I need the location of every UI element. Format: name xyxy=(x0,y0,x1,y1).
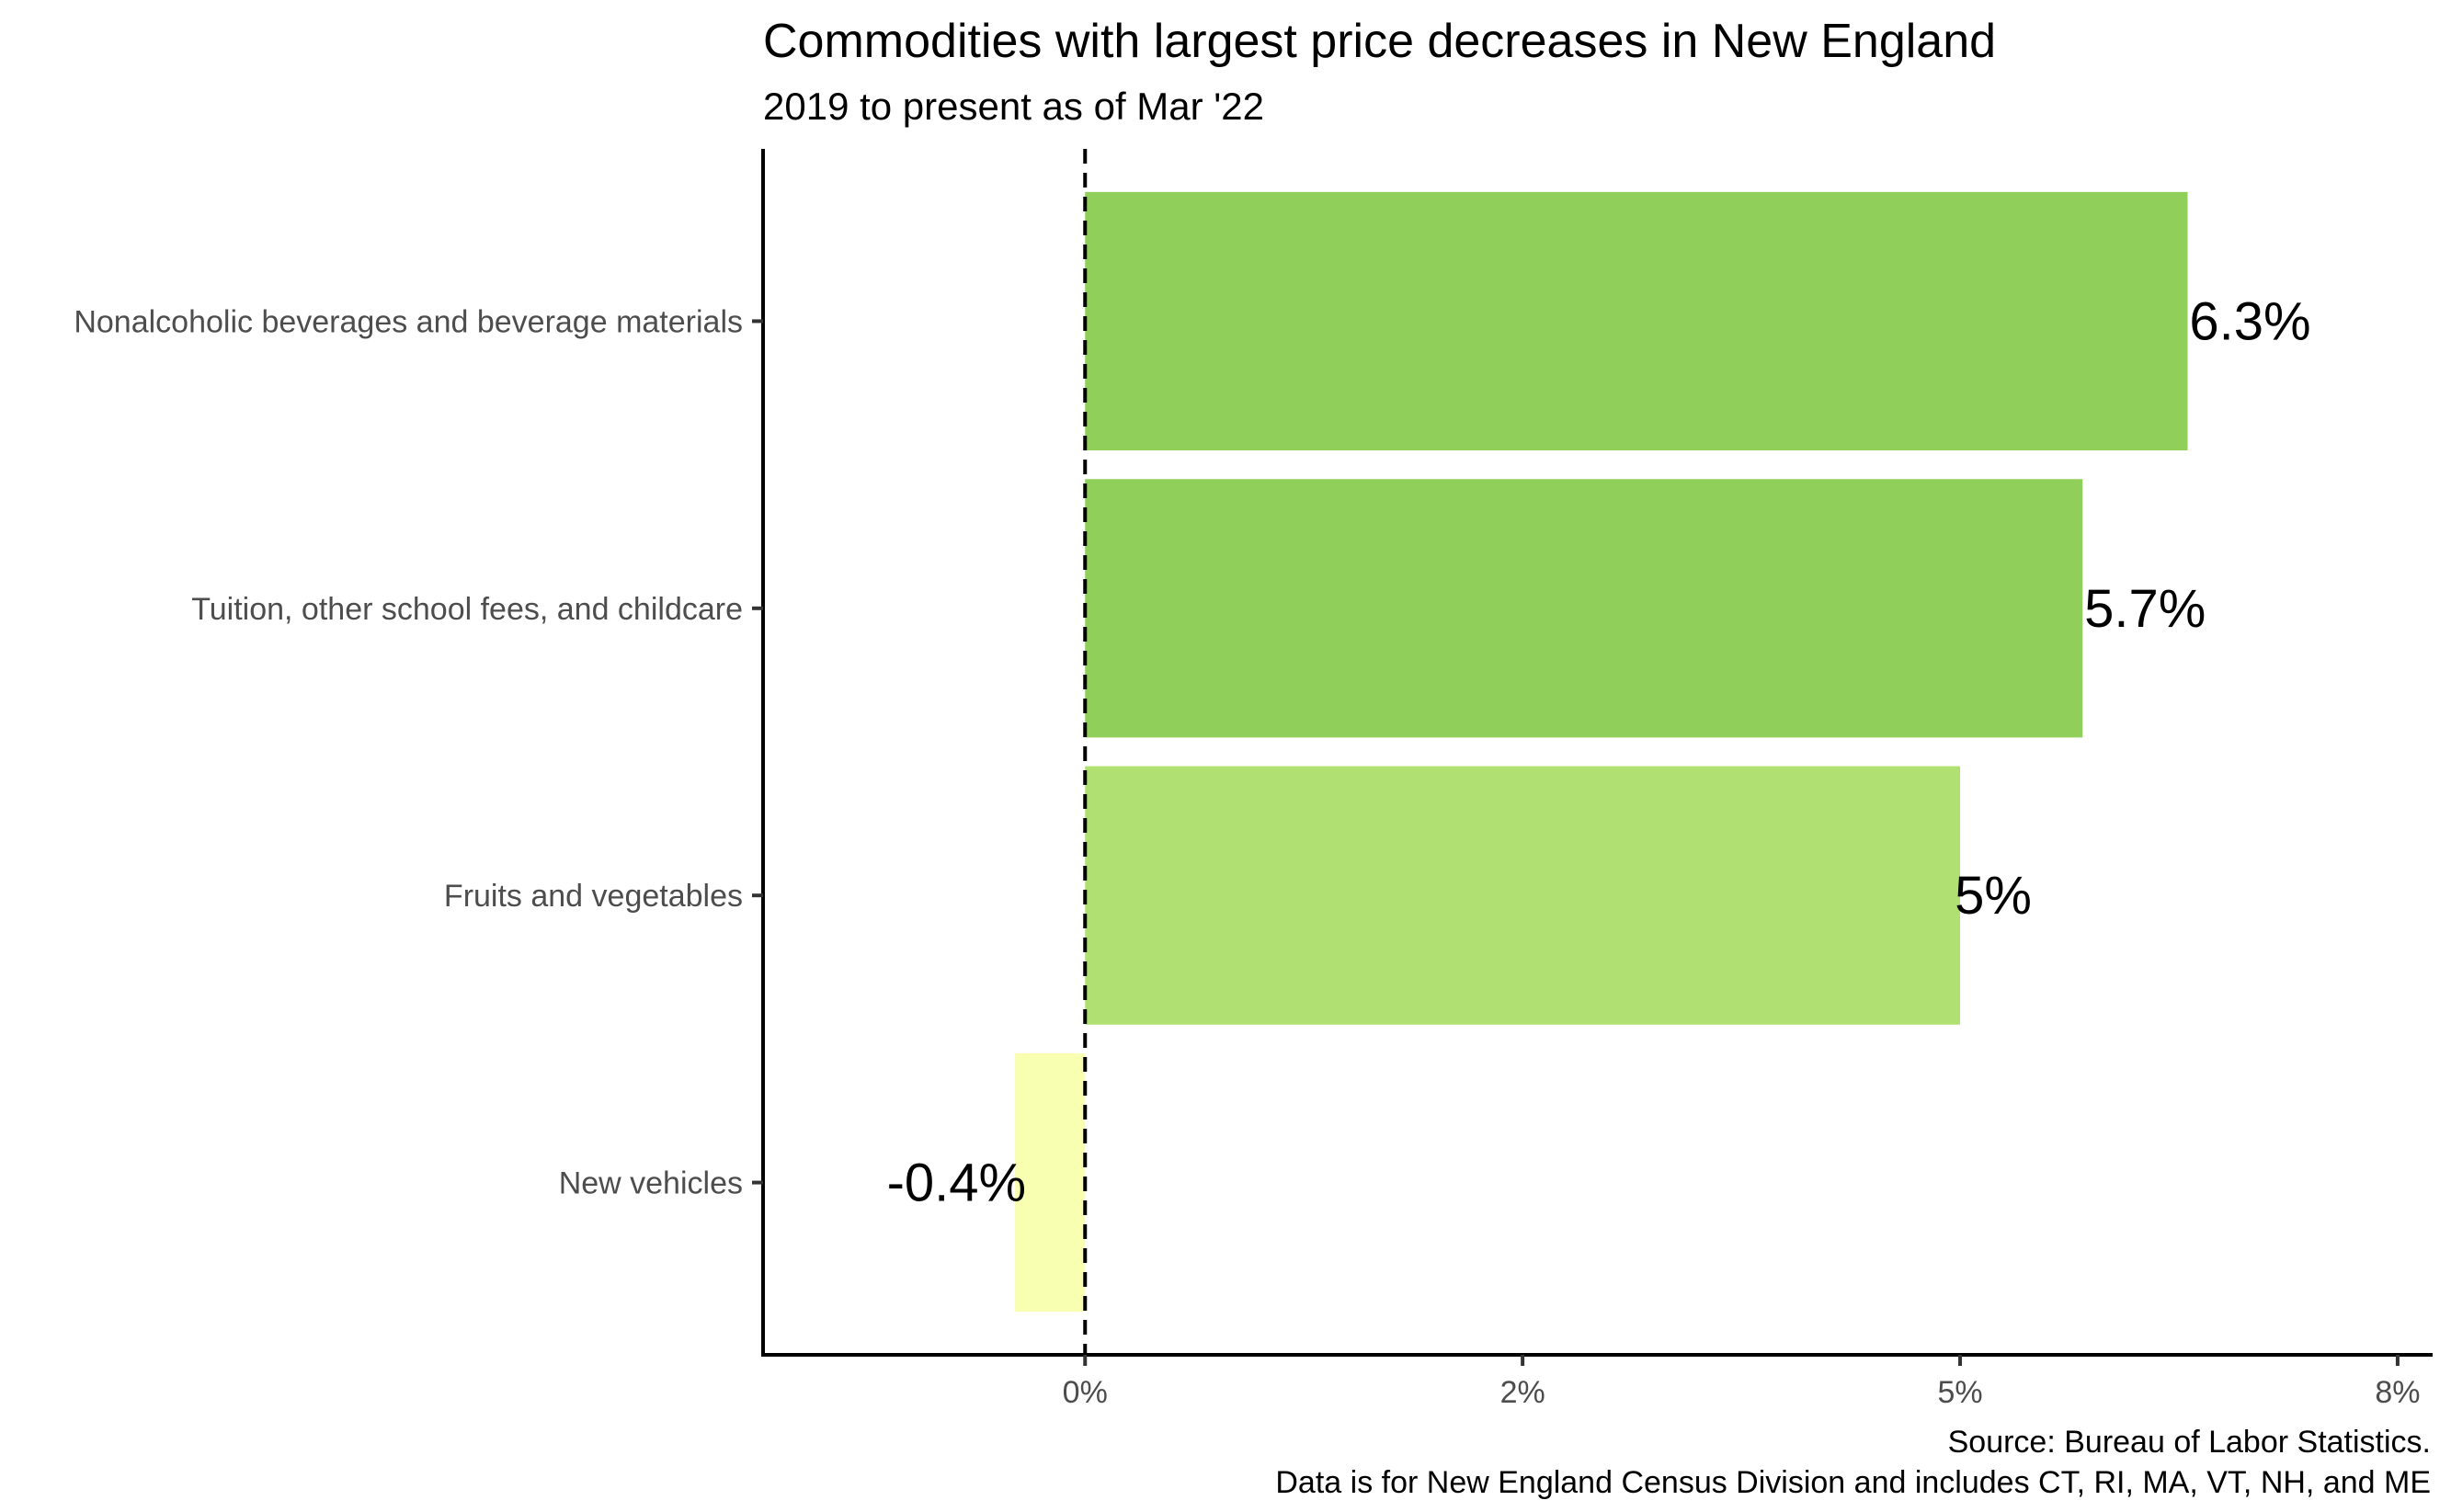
data-label: 5% xyxy=(1955,866,2032,926)
bar xyxy=(1015,1053,1086,1313)
x-tick-label: 8% xyxy=(2375,1375,2420,1410)
x-tick-label: 2% xyxy=(1500,1375,1545,1410)
x-ticks-group: 0% 2% 5% 8% xyxy=(1063,1355,2420,1410)
bar xyxy=(1085,479,2083,738)
category-label: Tuition, other school fees, and childcar… xyxy=(191,592,743,627)
data-label: 5.7% xyxy=(2084,579,2206,639)
category-label: Fruits and vegetables xyxy=(444,879,743,914)
data-label: 6.3% xyxy=(2189,291,2310,351)
category-labels-group: Nonalcoholic beverages and beverage mate… xyxy=(74,304,763,1201)
data-label: -0.4% xyxy=(887,1154,1027,1213)
caption-source: Source: Bureau of Labor Statistics. xyxy=(1948,1425,2431,1460)
chart-subtitle: 2019 to present as of Mar '22 xyxy=(763,85,1264,128)
bar xyxy=(1085,191,2188,450)
x-tick-label: 0% xyxy=(1063,1375,1108,1410)
chart-title: Commodities with largest price decreases… xyxy=(763,15,1996,68)
category-label: Nonalcoholic beverages and beverage mate… xyxy=(74,304,743,339)
category-label: New vehicles xyxy=(559,1166,743,1201)
caption-note: Data is for New England Census Division … xyxy=(1275,1465,2431,1500)
bar xyxy=(1085,766,1961,1025)
data-labels-group: 6.3% 5.7% 5% -0.4% xyxy=(887,291,2311,1212)
bars-group xyxy=(1015,191,2188,1313)
x-tick-label: 5% xyxy=(1937,1375,1982,1410)
